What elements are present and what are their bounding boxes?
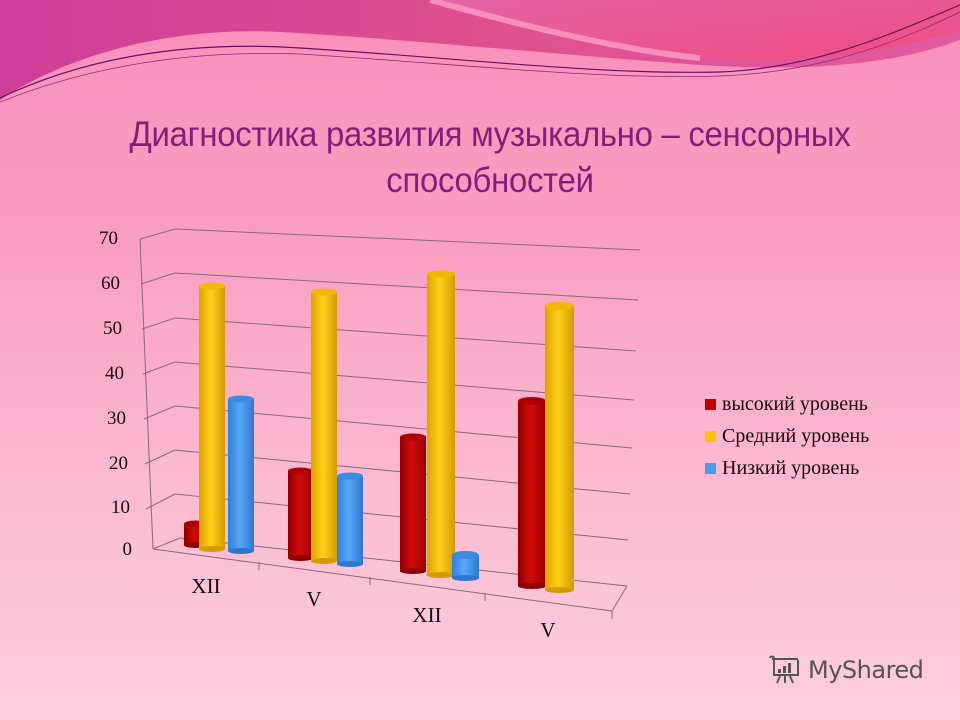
y-tick-20: 20 <box>109 453 128 474</box>
bar-mid-2 <box>311 288 337 564</box>
bar-high-3 <box>400 433 426 574</box>
y-tick-10: 10 <box>111 497 130 518</box>
bar-low-3 <box>452 551 479 581</box>
y-tick-0: 0 <box>123 539 133 560</box>
x-label-3: XII <box>412 603 441 627</box>
watermark: MyShared <box>768 655 924 685</box>
legend-item-mid: Средний уровень <box>705 420 869 452</box>
bar-group-3 <box>400 270 479 581</box>
bar-group-2 <box>288 288 363 567</box>
bar-mid-3 <box>427 270 455 578</box>
legend-swatch-low <box>705 462 716 474</box>
y-tick-40: 40 <box>105 363 124 384</box>
legend-label-low: Низкий уровень <box>722 456 860 479</box>
legend-swatch-high <box>705 398 716 410</box>
bar-low-1 <box>228 395 254 554</box>
y-tick-60: 60 <box>101 273 120 294</box>
y-tick-30: 30 <box>107 408 126 429</box>
presentation-board-icon <box>769 655 799 684</box>
bar-mid-4 <box>545 302 574 593</box>
bar-high-2 <box>288 467 313 561</box>
y-tick-70: 70 <box>99 228 118 249</box>
watermark-text: MyShared <box>808 656 924 684</box>
bar-high-4 <box>518 397 546 589</box>
legend-label-mid: Средний уровень <box>722 424 870 447</box>
legend-label-high: высокий уровень <box>722 392 868 415</box>
bar-group-1 <box>184 282 254 554</box>
slide-title: Диагностика развития музыкально – сенсор… <box>129 115 851 200</box>
y-tick-50: 50 <box>103 318 122 339</box>
x-label-4: V <box>540 618 555 642</box>
background-waves <box>0 0 960 103</box>
legend-swatch-mid <box>705 430 716 442</box>
legend-item-low: Низкий уровень <box>705 452 869 484</box>
bar-low-2 <box>337 472 363 567</box>
x-label-1: XII <box>191 574 220 598</box>
x-label-2: V <box>306 587 321 611</box>
legend-item-high: высокий уровень <box>705 388 869 420</box>
bar-mid-1 <box>199 282 225 552</box>
bar-group-4 <box>518 302 574 593</box>
chart-legend: высокий уровень Средний уровень Низкий у… <box>705 388 869 484</box>
